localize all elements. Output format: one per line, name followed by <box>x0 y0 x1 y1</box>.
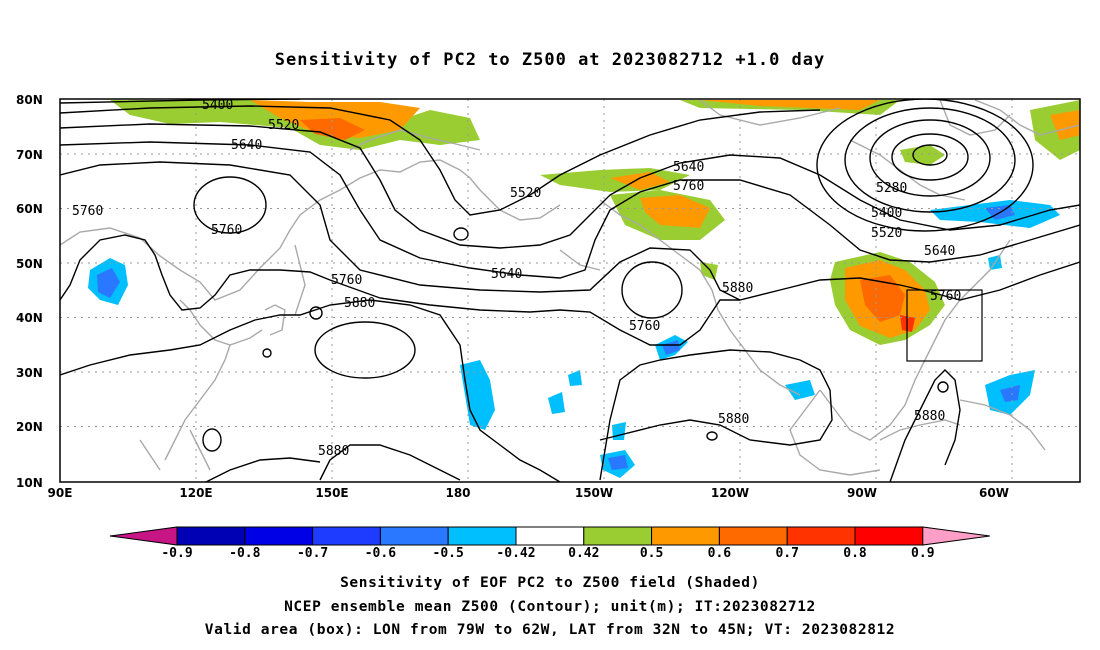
contour-label: 5880 <box>344 296 375 311</box>
lat-tick-label: 40N <box>16 311 43 325</box>
lon-tick-label: 180 <box>445 486 470 500</box>
lon-tick-label: 150W <box>575 486 613 500</box>
positive-sensitivity-shading <box>110 100 1080 345</box>
colorbar-tick-label: -0.6 <box>365 546 396 561</box>
lon-tick-label: 120W <box>711 486 749 500</box>
contour-label: 5760 <box>673 179 704 194</box>
contour-label: 5760 <box>211 223 242 238</box>
colorbar-segment <box>922 526 990 546</box>
colorbar <box>109 526 990 546</box>
latitude-labels: 80N 70N 60N 50N 40N 30N 20N 10N <box>16 93 43 490</box>
colorbar-tick-label: 0.5 <box>640 546 663 561</box>
contour-label: 5640 <box>924 244 955 259</box>
colorbar-tick-label: -0.42 <box>496 546 535 561</box>
colorbar-segment <box>447 526 517 546</box>
colorbar-segment <box>651 526 720 546</box>
map-title: Sensitivity of PC2 to Z500 at 2023082712… <box>274 50 826 70</box>
contour-label: 5640 <box>491 267 522 282</box>
colorbar-segment <box>379 526 449 546</box>
lat-tick-label: 80N <box>16 93 43 107</box>
contour-label: 5280 <box>876 181 907 196</box>
lat-tick-label: 70N <box>16 148 43 162</box>
negative-sensitivity-shading <box>88 200 1060 478</box>
contour-label: 5520 <box>871 226 902 241</box>
colorbar-segment <box>583 526 653 546</box>
contour-labels: 5400 5520 5640 5760 5760 5520 5640 5760 … <box>72 98 961 459</box>
contour-label: 5760 <box>930 289 961 304</box>
lat-tick-label: 50N <box>16 257 43 271</box>
colorbar-tick-label: 0.9 <box>911 546 934 561</box>
lon-tick-label: 120E <box>179 486 212 500</box>
colorbar-tick-label: -0.8 <box>229 546 260 561</box>
contour-label: 5400 <box>871 206 902 221</box>
colorbar-segment <box>312 526 381 546</box>
contour-label: 5640 <box>231 138 262 153</box>
colorbar-segment <box>718 526 788 546</box>
colorbar-tick-label: 0.8 <box>843 546 867 561</box>
lat-tick-label: 30N <box>16 366 43 380</box>
colorbar-labels: -0.9 -0.8 -0.7 -0.6 -0.5 -0.42 0.42 0.5 0.6 0.7 0.… <box>161 546 934 561</box>
contour-label: 5880 <box>914 409 945 424</box>
contour-label: 5760 <box>72 204 103 219</box>
contour-label: 5880 <box>718 412 749 427</box>
lon-tick-label: 90E <box>48 486 73 500</box>
map-frame <box>59 98 1081 483</box>
contour-label: 5880 <box>722 281 753 296</box>
lon-tick-label: 90W <box>847 486 877 500</box>
colorbar-segment <box>854 526 924 546</box>
gridlines <box>60 99 1080 482</box>
lat-tick-label: 10N <box>16 476 43 490</box>
colorbar-segment <box>176 526 246 546</box>
lon-tick-label: 150E <box>315 486 348 500</box>
contour-label: 5520 <box>510 186 541 201</box>
contour-label: 5760 <box>629 319 660 334</box>
z500-contours <box>60 99 1080 482</box>
colorbar-segment <box>109 526 178 546</box>
colorbar-segment <box>515 526 585 546</box>
colorbar-tick-label: -0.7 <box>297 546 328 561</box>
contour-label: 5640 <box>673 160 704 175</box>
contour-label: 5520 <box>268 118 299 133</box>
contour-label: 5880 <box>318 444 349 459</box>
caption-shading: Sensitivity of EOF PC2 to Z500 field (Sh… <box>340 575 760 591</box>
valid-area-box <box>906 289 983 362</box>
longitude-labels: 90E 120E 150E 180 150W 120W 90W 60W <box>48 486 1009 500</box>
lon-tick-label: 60W <box>979 486 1009 500</box>
colorbar-tick-label: -0.9 <box>161 546 192 561</box>
colorbar-segment <box>244 526 314 546</box>
contour-label: 5400 <box>202 98 233 113</box>
lat-tick-label: 20N <box>16 420 43 434</box>
contour-label: 5760 <box>331 273 362 288</box>
caption-valid-area: Valid area (box): LON from 79W to 62W, L… <box>204 622 896 638</box>
colorbar-tick-label: 0.7 <box>775 546 798 561</box>
coastlines <box>60 99 1080 476</box>
colorbar-tick-label: -0.5 <box>433 546 464 561</box>
caption-contour: NCEP ensemble mean Z500 (Contour); unit(… <box>284 599 816 615</box>
colorbar-tick-label: 0.42 <box>568 546 599 561</box>
colorbar-segment <box>786 526 856 546</box>
colorbar-tick-label: 0.6 <box>708 546 732 561</box>
lat-tick-label: 60N <box>16 202 43 216</box>
